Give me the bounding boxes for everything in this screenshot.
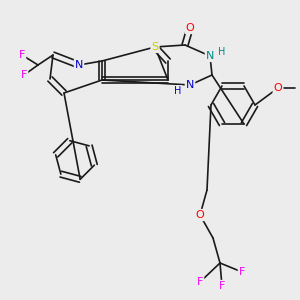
Text: O: O <box>196 210 204 220</box>
Text: O: O <box>186 23 194 33</box>
Text: F: F <box>239 267 245 277</box>
Text: O: O <box>274 83 282 93</box>
Text: H: H <box>218 47 226 57</box>
Text: F: F <box>197 277 203 287</box>
Text: S: S <box>152 42 159 52</box>
Text: F: F <box>21 70 27 80</box>
Text: F: F <box>219 281 225 291</box>
Text: N: N <box>75 60 83 70</box>
Text: N: N <box>206 51 214 61</box>
Text: F: F <box>19 50 25 60</box>
Text: H: H <box>174 86 182 96</box>
Text: N: N <box>186 80 194 90</box>
